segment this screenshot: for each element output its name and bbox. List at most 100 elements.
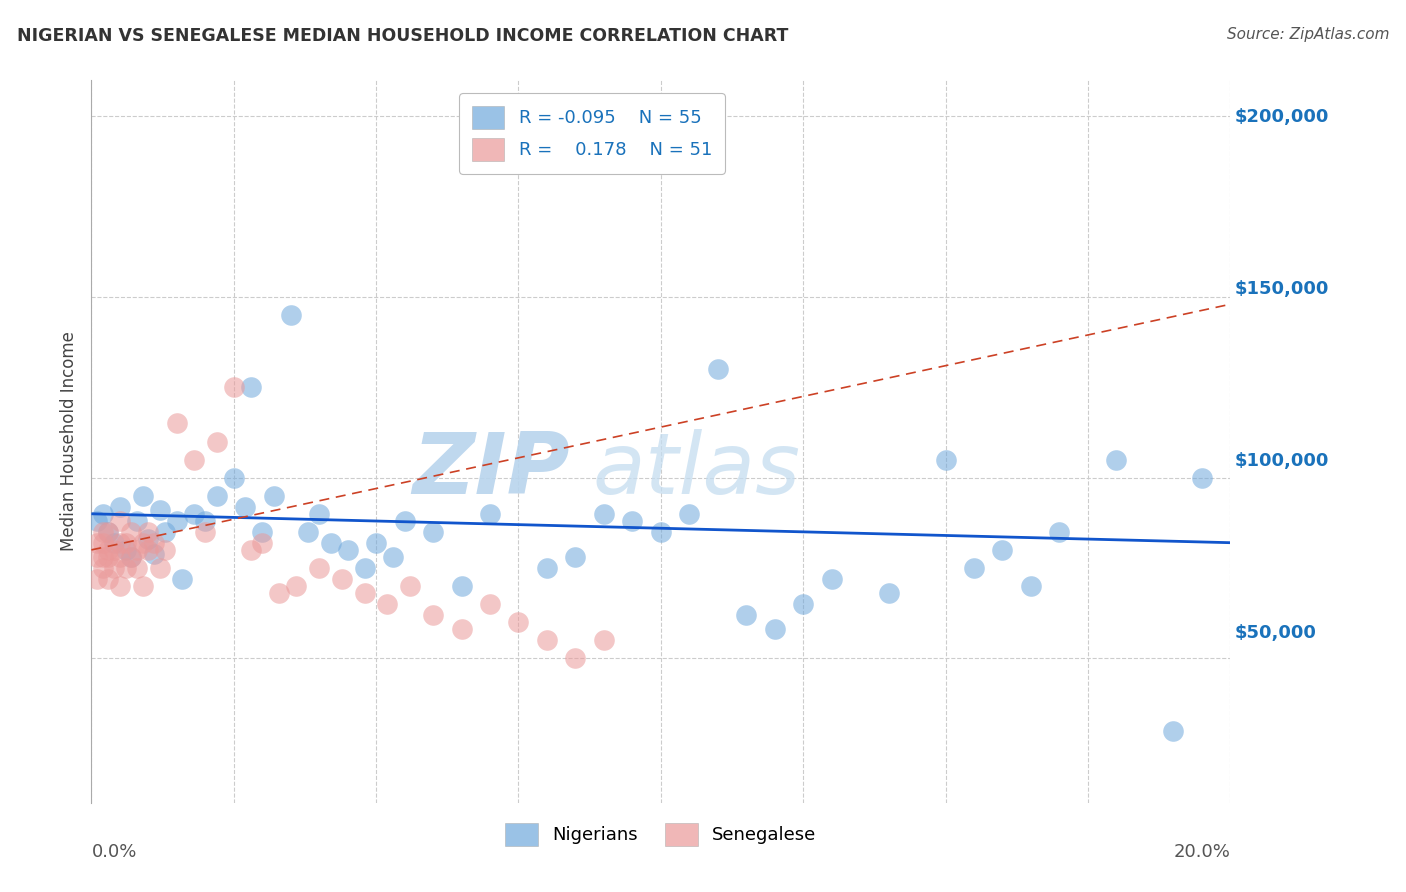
Text: NIGERIAN VS SENEGALESE MEDIAN HOUSEHOLD INCOME CORRELATION CHART: NIGERIAN VS SENEGALESE MEDIAN HOUSEHOLD … — [17, 27, 789, 45]
Legend: Nigerians, Senegalese: Nigerians, Senegalese — [492, 810, 830, 859]
Point — [97, 524, 120, 539]
Point — [353, 586, 375, 600]
Point — [120, 524, 142, 539]
Point — [478, 597, 502, 611]
Text: ZIP: ZIP — [412, 429, 569, 512]
Point — [364, 535, 387, 549]
Point — [194, 524, 217, 539]
Point — [450, 579, 472, 593]
Point — [239, 380, 262, 394]
Point — [108, 550, 131, 565]
Text: 20.0%: 20.0% — [1174, 843, 1230, 861]
Point — [1191, 470, 1213, 484]
Point — [239, 542, 262, 557]
Point — [564, 651, 586, 665]
Point — [353, 561, 375, 575]
Point — [263, 489, 285, 503]
Point — [319, 535, 342, 549]
Point — [205, 489, 228, 503]
Point — [103, 542, 125, 557]
Point — [97, 524, 120, 539]
Point — [336, 542, 359, 557]
Point — [155, 524, 177, 539]
Point — [114, 535, 136, 549]
Point — [155, 542, 177, 557]
Point — [820, 572, 842, 586]
Point — [183, 452, 205, 467]
Point — [108, 579, 131, 593]
Text: atlas: atlas — [592, 429, 800, 512]
Point — [621, 514, 644, 528]
Point — [120, 550, 142, 565]
Text: Source: ZipAtlas.com: Source: ZipAtlas.com — [1226, 27, 1389, 42]
Point — [934, 452, 956, 467]
Point — [422, 524, 444, 539]
Point — [183, 507, 205, 521]
Point — [564, 550, 586, 565]
Point — [285, 579, 308, 593]
Point — [91, 561, 114, 575]
Point — [131, 489, 153, 503]
Point — [86, 572, 108, 586]
Point — [297, 524, 319, 539]
Point — [991, 542, 1014, 557]
Point — [650, 524, 672, 539]
Point — [120, 550, 142, 565]
Point — [108, 500, 131, 514]
Point — [422, 607, 444, 622]
Point — [131, 579, 153, 593]
Point — [382, 550, 405, 565]
Point — [143, 535, 166, 549]
Point — [205, 434, 228, 449]
Point — [103, 561, 125, 575]
Point — [1161, 723, 1184, 738]
Point — [1049, 524, 1071, 539]
Point — [877, 586, 900, 600]
Point — [91, 507, 114, 521]
Point — [114, 542, 136, 557]
Point — [222, 470, 245, 484]
Point — [131, 535, 153, 549]
Point — [108, 514, 131, 528]
Point — [86, 514, 108, 528]
Point — [377, 597, 399, 611]
Point — [593, 507, 616, 521]
Point — [450, 623, 472, 637]
Point — [114, 561, 136, 575]
Point — [138, 532, 160, 546]
Point — [963, 561, 986, 575]
Point — [149, 561, 172, 575]
Point — [233, 500, 256, 514]
Point — [172, 572, 194, 586]
Point — [194, 514, 217, 528]
Point — [86, 535, 108, 549]
Point — [250, 524, 273, 539]
Point — [166, 514, 188, 528]
Point — [536, 633, 558, 648]
Point — [394, 514, 416, 528]
Point — [91, 524, 114, 539]
Point — [269, 586, 291, 600]
Point — [399, 579, 422, 593]
Point — [735, 607, 758, 622]
Point — [330, 572, 353, 586]
Point — [138, 542, 160, 557]
Point — [138, 524, 160, 539]
Point — [97, 542, 120, 557]
Point — [280, 308, 302, 322]
Point — [593, 633, 616, 648]
Point — [792, 597, 814, 611]
Point — [125, 561, 148, 575]
Point — [97, 550, 120, 565]
Point — [91, 550, 114, 565]
Point — [125, 514, 148, 528]
Point — [125, 542, 148, 557]
Point — [166, 417, 188, 431]
Point — [706, 362, 728, 376]
Point — [97, 572, 120, 586]
Point — [508, 615, 530, 630]
Point — [1105, 452, 1128, 467]
Point — [86, 550, 108, 565]
Point — [222, 380, 245, 394]
Point — [308, 561, 330, 575]
